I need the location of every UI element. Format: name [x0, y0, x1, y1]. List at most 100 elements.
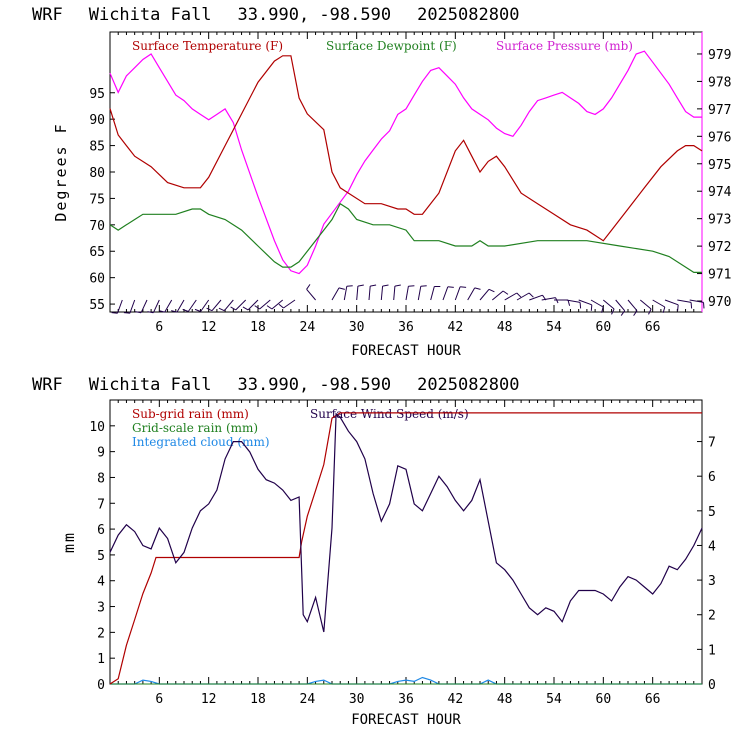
temperature-axis: 55 60 65 70 75 80 85 90 95	[89, 87, 115, 313]
x-tick-label: 18	[250, 320, 266, 335]
plot-frame-top	[109, 31, 703, 313]
y-tick-label: 65	[89, 245, 105, 260]
y2-tick-label: 0	[708, 678, 716, 693]
forecast-hour-axis-bottom: 6 12 18 24 30 36 42 48 54 60 66	[117, 400, 695, 707]
y2-tick-label: 7	[708, 436, 716, 451]
x-tick-label: 30	[349, 692, 365, 707]
forecast-hour-axis-top: 6 12 18 24 30 36 42 48 54 60 66	[117, 32, 695, 335]
y2-tick-label: 5	[708, 505, 716, 520]
x-tick-label: 36	[398, 692, 414, 707]
wind-barb	[278, 299, 296, 309]
y2-tick-label: 4	[708, 539, 716, 554]
legend-surface-temperature: Surface Temperature (F)	[132, 39, 283, 53]
x-tick-label: 66	[645, 692, 661, 707]
x-tick-label: 12	[201, 692, 217, 707]
wind-barb	[479, 288, 495, 301]
y-tick-label: 60	[89, 272, 105, 287]
wind-barb	[578, 299, 593, 311]
legend-surface-dewpoint: Surface Dewpoint (F)	[326, 39, 457, 53]
legend-surface-wind-speed: Surface Wind Speed (m/s)	[310, 407, 469, 421]
x-axis-label-top: FORECAST HOUR	[351, 343, 461, 359]
y-axis-label-degrees: Degrees F	[52, 122, 70, 221]
y2-tick-label: 1	[708, 643, 716, 658]
wind-barb	[331, 287, 345, 301]
series-line-surface-dewpoint	[109, 202, 702, 273]
y2-tick-label: 2	[708, 609, 716, 624]
series-line-surface-pressure	[109, 50, 702, 275]
y-tick-label: 0	[97, 678, 105, 693]
y2-tick-label: 975	[708, 158, 731, 173]
y2-tick-label: 976	[708, 130, 731, 145]
x-tick-label: 6	[155, 692, 163, 707]
y-tick-label: 1	[97, 652, 105, 667]
x-tick-label: 42	[448, 692, 464, 707]
wind-barb	[554, 299, 571, 306]
y-tick-label: 55	[89, 298, 105, 313]
wind-barb	[123, 299, 136, 314]
y-tick-label: 3	[97, 601, 105, 616]
y-tick-label: 7	[97, 497, 105, 512]
panel-1-title: WRF Wichita Fall 33.990, -98.590 2025082800	[32, 5, 519, 25]
y2-tick-label: 973	[708, 213, 731, 228]
wind-barb	[111, 299, 123, 314]
wind-barb	[590, 299, 604, 313]
y2-tick-label: 974	[708, 185, 732, 200]
wind-barb	[266, 299, 284, 310]
wind-barb	[380, 284, 389, 301]
x-tick-label: 24	[300, 692, 316, 707]
wind-barb	[689, 299, 705, 309]
wind-barb	[639, 299, 652, 315]
wind-barb	[652, 299, 666, 313]
x-tick-label: 24	[300, 320, 316, 335]
series-line-subgrid-rain	[109, 412, 702, 685]
y2-tick-label: 971	[708, 268, 731, 283]
mm-axis: 0 1 2 3 4 5 6 7 8 9 10	[89, 420, 115, 693]
wind-barb	[442, 286, 454, 301]
wind-barb	[677, 299, 693, 309]
pressure-axis: 970 971 972 973 974 975 976 977 978 979	[697, 48, 732, 310]
wind-barb	[491, 290, 509, 301]
x-tick-label: 30	[349, 320, 365, 335]
x-tick-label: 12	[201, 320, 217, 335]
y2-tick-label: 970	[708, 295, 731, 310]
wind-barb	[454, 286, 467, 301]
y-tick-label: 90	[89, 113, 105, 128]
panel-2-title: WRF Wichita Fall 33.990, -98.590 2025082800	[32, 375, 519, 395]
y-axis-label-mm: mm	[60, 531, 78, 553]
wind-barb	[627, 299, 638, 316]
y-tick-label: 5	[97, 549, 105, 564]
wind-barb	[405, 285, 415, 301]
wind-barb	[147, 299, 160, 314]
y2-tick-label: 978	[708, 75, 731, 90]
wind-barb	[206, 299, 222, 312]
x-tick-label: 60	[596, 692, 612, 707]
wind-barb	[194, 299, 210, 312]
legend-subgrid-rain: Sub-grid rain (mm)	[132, 407, 249, 421]
wind-barb	[417, 285, 427, 301]
wind-barbs	[111, 284, 705, 316]
wind-barb	[430, 286, 441, 301]
y-tick-label: 6	[97, 523, 105, 538]
wind-barb	[242, 299, 259, 311]
y-tick-label: 10	[89, 420, 105, 435]
x-tick-label: 36	[398, 320, 414, 335]
x-tick-label: 48	[497, 320, 513, 335]
wind-barb	[516, 292, 534, 301]
y-tick-label: 80	[89, 166, 105, 181]
wind-barb	[602, 299, 615, 315]
x-tick-label: 48	[497, 692, 513, 707]
x-tick-label: 42	[448, 320, 464, 335]
series-line-surface-temperature	[109, 55, 703, 242]
y2-tick-label: 3	[708, 574, 716, 589]
wind-barb	[393, 284, 401, 301]
x-tick-label: 54	[546, 320, 562, 335]
wind-barb	[664, 299, 679, 311]
wind-barb	[254, 299, 271, 310]
wind-barb	[504, 292, 522, 301]
legend-integrated-cloud: Integrated cloud (mm)	[132, 435, 270, 449]
y-tick-label: 2	[97, 626, 105, 641]
legend-gridscale-rain: Grid-scale rain (mm)	[132, 421, 258, 435]
panel-precip: WRF Wichita Fall 33.990, -98.590 2025082800…	[32, 375, 716, 728]
